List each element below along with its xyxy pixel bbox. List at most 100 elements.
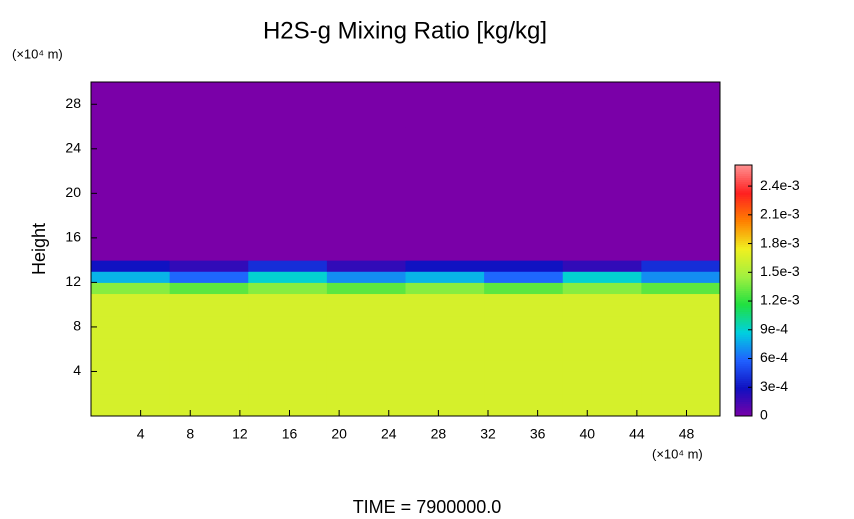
heat-cell	[641, 293, 721, 306]
heat-cell	[405, 182, 485, 194]
heat-cell	[405, 349, 485, 361]
x-tick-label: 12	[232, 426, 248, 442]
heat-cell	[484, 271, 564, 283]
heat-cell	[562, 93, 642, 105]
heat-cell	[562, 360, 642, 372]
heat-cell	[405, 137, 485, 150]
heat-cell	[641, 282, 721, 295]
heat-cell	[326, 104, 406, 116]
heat-cell	[484, 171, 564, 183]
colorbar-band	[735, 359, 752, 363]
heat-cell	[326, 393, 406, 406]
colorbar-band	[735, 219, 752, 222]
heat-cell	[169, 93, 249, 105]
colorbar-band	[735, 188, 752, 191]
heat-cell	[248, 115, 328, 128]
colorbar-band	[735, 275, 752, 279]
colorbar-band	[735, 376, 752, 379]
colorbar-band	[735, 211, 752, 214]
heat-cell	[484, 249, 564, 261]
heat-cell	[169, 315, 249, 328]
colorbar-band	[735, 185, 752, 189]
x-tick-label: 36	[530, 426, 546, 442]
heat-cell	[169, 404, 249, 417]
heat-cell	[641, 226, 721, 239]
heat-cell	[326, 349, 406, 361]
heat-cell	[405, 237, 485, 250]
heat-cell	[169, 382, 249, 395]
heat-cell	[562, 271, 642, 283]
heat-cell	[248, 215, 328, 228]
colorbar-tick-label: 2.1e-3	[760, 206, 800, 222]
colorbar-band	[735, 367, 752, 371]
heat-cell	[169, 82, 249, 94]
heat-cell	[248, 282, 328, 295]
heat-cell	[248, 382, 328, 395]
heat-cell	[562, 104, 642, 116]
colorbar-band	[735, 361, 752, 365]
heat-cell	[91, 338, 171, 350]
colorbar-band	[735, 177, 752, 181]
colorbar-band	[735, 231, 752, 235]
y-tick-label: 8	[73, 318, 81, 334]
heat-cell	[169, 137, 249, 150]
colorbar-band	[735, 298, 752, 302]
heat-cell	[641, 193, 721, 205]
colorbar-band	[735, 183, 752, 187]
colorbar-band	[735, 167, 752, 170]
y-tick-label: 24	[65, 140, 81, 156]
colorbar-band	[735, 252, 752, 256]
heat-cell	[169, 349, 249, 361]
heat-cell	[484, 93, 564, 105]
colorbar-band	[735, 236, 752, 239]
heat-cell	[484, 304, 564, 317]
colorbar-band	[735, 277, 752, 281]
heat-cell	[169, 260, 249, 272]
x-tick-label: 20	[331, 426, 347, 442]
heat-cell	[562, 393, 642, 406]
heat-cell	[91, 315, 171, 328]
heat-cell	[169, 126, 249, 139]
heat-cell	[248, 237, 328, 250]
heat-cell	[405, 360, 485, 372]
heat-cell	[91, 271, 171, 283]
colorbar-band	[735, 271, 752, 275]
heat-cell	[248, 148, 328, 161]
colorbar-band	[735, 238, 752, 241]
colorbar-band	[735, 265, 752, 268]
heat-cell	[326, 193, 406, 205]
colorbar-band	[735, 284, 752, 287]
colorbar-band	[735, 204, 752, 208]
heat-cell	[169, 371, 249, 384]
heat-cell	[91, 193, 171, 205]
colorbar-band	[735, 242, 752, 245]
colorbar-band	[735, 342, 752, 346]
heat-cell	[169, 393, 249, 406]
heat-cell	[484, 393, 564, 406]
heat-cell	[562, 182, 642, 194]
heat-cell	[91, 171, 171, 183]
colorbar-band	[735, 380, 752, 384]
colorbar-band	[735, 413, 752, 417]
heat-cell	[326, 371, 406, 384]
heat-cell	[562, 404, 642, 417]
heat-cell	[248, 104, 328, 116]
heat-cell	[405, 148, 485, 161]
heat-cell	[641, 260, 721, 272]
colorbar-tick-label: 6e-4	[760, 349, 788, 365]
colorbar-band	[735, 374, 752, 377]
heat-cell	[562, 159, 642, 172]
colorbar-band	[735, 267, 752, 271]
colorbar-band	[735, 194, 752, 197]
colorbar-band	[735, 179, 752, 183]
heat-cell	[641, 249, 721, 261]
heat-cell	[91, 304, 171, 317]
footer: TIME = 7900000.0	[353, 497, 502, 517]
colorbar-band	[735, 250, 752, 254]
heat-cell	[91, 182, 171, 194]
heat-cell	[641, 271, 721, 283]
colorbar-band	[735, 336, 752, 340]
heat-cell	[484, 182, 564, 194]
colorbar-band	[735, 223, 752, 227]
